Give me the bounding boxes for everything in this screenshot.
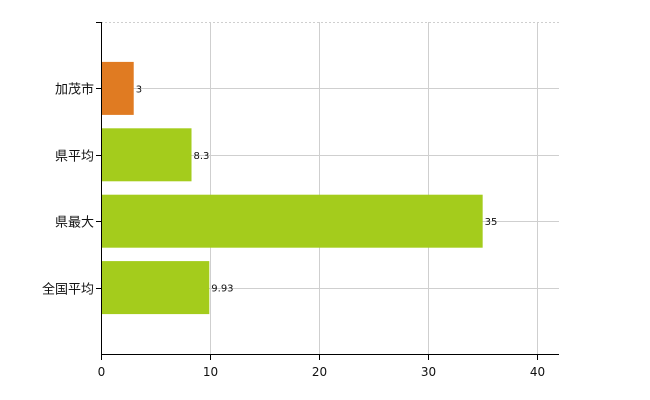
category-label-1: 県平均: [55, 150, 94, 165]
bar-3: [102, 261, 210, 315]
x-tick-label-1: 10: [203, 365, 218, 379]
category-label-2: 県最大: [55, 216, 94, 231]
x-tick-label-4: 40: [530, 365, 545, 379]
data-label-2: 35: [485, 217, 498, 228]
category-label-0: 加茂市: [55, 82, 94, 98]
bar-1: [102, 128, 192, 182]
x-tick-label-0: 0: [98, 365, 106, 379]
x-tick-label-2: 20: [312, 365, 327, 379]
bars: [102, 61, 483, 315]
data-label-1: 8.3: [194, 151, 210, 162]
data-label-0: 3: [136, 84, 142, 95]
axes: [96, 22, 559, 360]
bar-0: [102, 61, 134, 115]
data-label-3: 9.93: [211, 284, 233, 295]
bar-2: [102, 194, 483, 248]
x-tick-label-3: 30: [421, 365, 436, 379]
category-label-3: 全国平均: [42, 282, 94, 298]
